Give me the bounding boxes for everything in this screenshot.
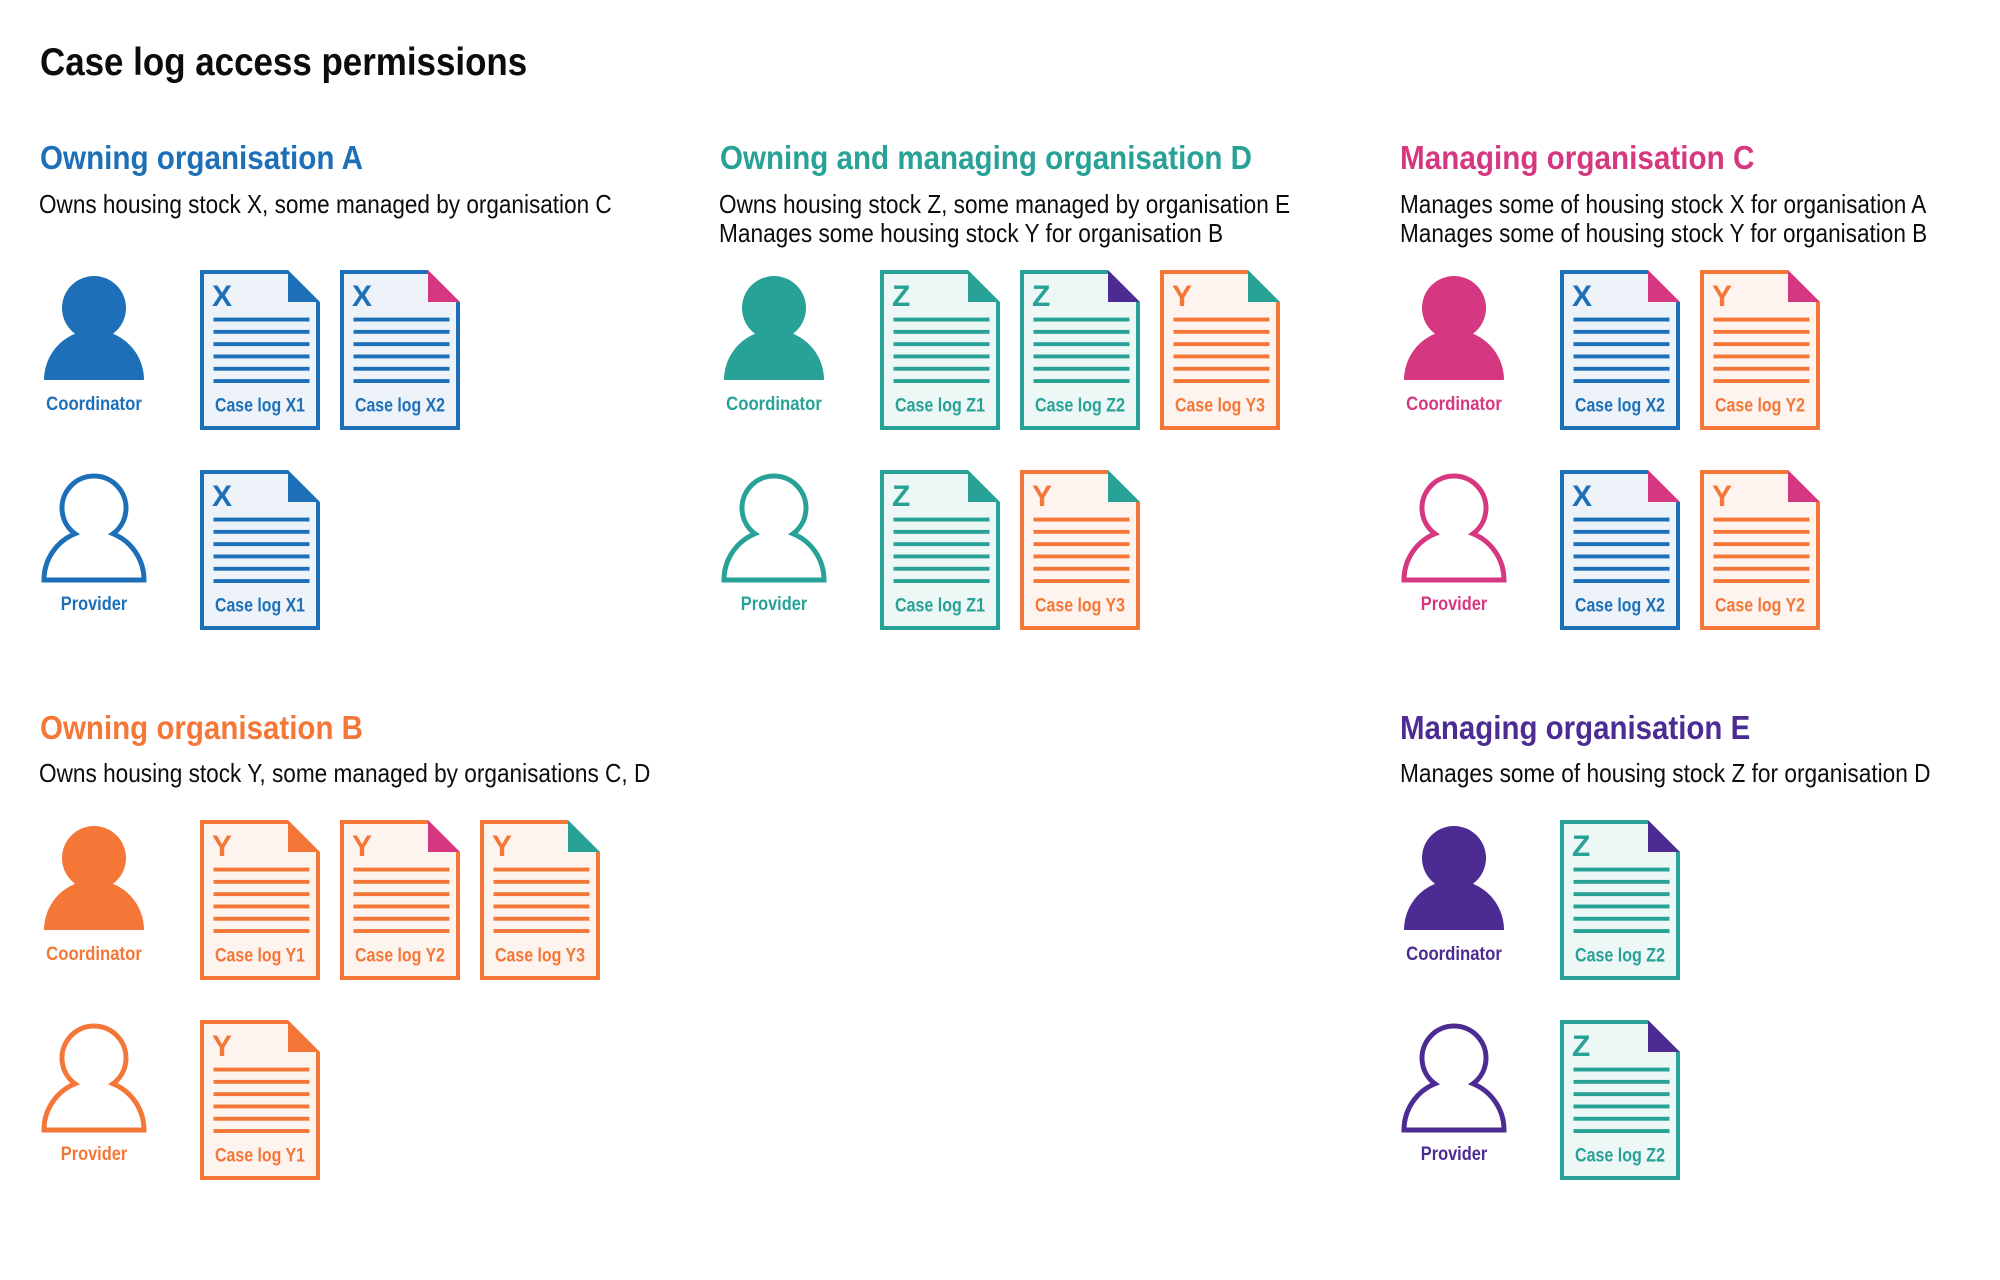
svg-text:X: X: [1572, 480, 1592, 513]
svg-text:X: X: [1572, 280, 1592, 313]
svg-text:Case log X2: Case log X2: [1575, 596, 1665, 617]
svg-text:Case log Z1: Case log Z1: [895, 596, 985, 617]
svg-text:Y: Y: [1712, 280, 1732, 313]
svg-text:Case log Z2: Case log Z2: [1575, 946, 1665, 967]
svg-text:Z: Z: [1032, 280, 1050, 313]
svg-text:Case log X2: Case log X2: [1575, 396, 1665, 417]
svg-text:Case log Z1: Case log Z1: [895, 396, 985, 417]
svg-text:Case log Y2: Case log Y2: [1715, 396, 1805, 417]
svg-text:Case log X2: Case log X2: [355, 396, 445, 417]
svg-text:Y: Y: [1172, 280, 1192, 313]
svg-text:X: X: [212, 280, 232, 313]
svg-text:Case log Y2: Case log Y2: [1715, 596, 1805, 617]
svg-text:Y: Y: [1032, 480, 1052, 513]
svg-text:Case log Y1: Case log Y1: [215, 946, 305, 967]
svg-text:Y: Y: [492, 830, 512, 863]
svg-text:Y: Y: [212, 830, 232, 863]
svg-text:Case log X1: Case log X1: [215, 396, 305, 417]
svg-text:Case log Y3: Case log Y3: [495, 946, 585, 967]
svg-text:Y: Y: [1712, 480, 1732, 513]
svg-text:Z: Z: [1572, 830, 1590, 863]
svg-text:Case log X1: Case log X1: [215, 596, 305, 617]
svg-text:Z: Z: [892, 280, 910, 313]
svg-text:Case log Y3: Case log Y3: [1035, 596, 1125, 617]
svg-text:X: X: [352, 280, 372, 313]
svg-text:Case log Y1: Case log Y1: [215, 1146, 305, 1167]
svg-text:Case log Y3: Case log Y3: [1175, 396, 1265, 417]
svg-text:Case log Z2: Case log Z2: [1575, 1146, 1665, 1167]
svg-text:Z: Z: [892, 480, 910, 513]
svg-text:Case log Y2: Case log Y2: [355, 946, 445, 967]
svg-text:X: X: [212, 480, 232, 513]
svg-text:Y: Y: [212, 1030, 232, 1063]
svg-text:Y: Y: [352, 830, 372, 863]
svg-text:Z: Z: [1572, 1030, 1590, 1063]
svg-text:Case log Z2: Case log Z2: [1035, 396, 1125, 417]
